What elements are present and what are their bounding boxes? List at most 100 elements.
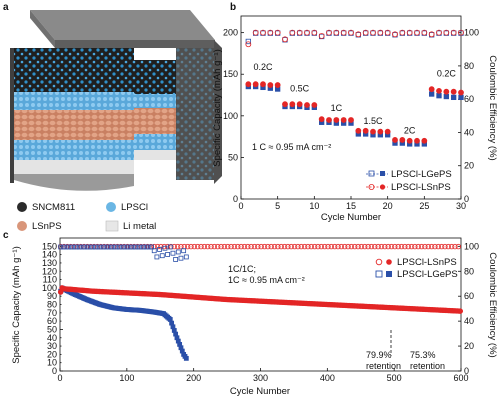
chart-b-cap-lsnps xyxy=(289,101,296,108)
chart-b-xtick-label: 5 xyxy=(275,201,280,211)
chart-b-yticks: 0 50 100 150 200 xyxy=(223,28,244,204)
chart-b-ce-lsnps xyxy=(348,29,354,36)
chart-b-cap-lsnps xyxy=(267,82,274,88)
chart-c-ce-lsnps xyxy=(432,243,438,250)
chart-b-cap-lsnps xyxy=(428,86,435,93)
legend-c-lgeps-open xyxy=(375,270,383,278)
chart-c-ce-lgeps xyxy=(98,244,104,250)
chart-b-rate-label: 0.2C xyxy=(437,69,457,79)
chart-c-ce-lsnps xyxy=(191,243,198,250)
chart-c-ce-lsnps xyxy=(402,243,408,250)
chart-c-ce-lsnps xyxy=(235,243,241,250)
chart-c-ce-lsnps xyxy=(225,243,231,250)
chart-b-xtick-label: 0 xyxy=(238,201,243,211)
chart-c-ytick-label: 150 xyxy=(42,241,57,251)
chart-c-ytick-label: 140 xyxy=(42,250,57,260)
legend-lsnps-marker xyxy=(17,221,27,231)
chart-c-y2tick-label: 60 xyxy=(464,291,474,301)
chart-c-ce-lgeps xyxy=(74,244,80,250)
chart-b-xlabel: Cycle Number xyxy=(321,212,381,223)
chart-c-ce-lgeps xyxy=(119,244,125,250)
legend-c-lsnps-open xyxy=(375,258,383,266)
chart-c-ce-lgeps xyxy=(170,250,176,256)
chart-b-xtick-label: 25 xyxy=(419,201,429,211)
chart-c-y2tick-label: 40 xyxy=(464,316,474,326)
chart-b-marks: 0.2C 0.5C 1C 1.5C 2C 0.2C xyxy=(245,29,464,147)
chart-c-legend: LPSCl-LSnPS LPSCl-LGePS xyxy=(375,257,458,280)
chart-c-ce-lgeps xyxy=(178,255,184,261)
chart-b-y2tick-label: 100 xyxy=(464,28,479,38)
chart-c-ce-lgeps xyxy=(68,244,74,250)
chart-c-ce-lsnps xyxy=(241,243,248,250)
chart-b-xtick-label: 15 xyxy=(346,201,356,211)
chart-b-ce-lsnps xyxy=(399,29,406,36)
chart-c-ytick-label: 130 xyxy=(42,258,57,268)
chart-c-ce-lsnps xyxy=(452,243,458,250)
chart-b-cap-lsnps xyxy=(370,128,376,135)
chart-b-ce-lsnps xyxy=(377,29,384,36)
chart-c-ce-lgeps xyxy=(159,253,165,259)
chart-b-ytick-label: 0 xyxy=(233,194,238,204)
chart-b-ylabel: Specific Capacity (mAh g⁻¹) xyxy=(212,49,223,166)
chart-c-ce-lsnps xyxy=(348,243,355,250)
chart-b-cap-lsnps xyxy=(421,137,428,144)
chart-c-ce-lsnps xyxy=(255,243,261,250)
panel-a-letter: a xyxy=(3,2,9,13)
chart-c-ce-lsnps xyxy=(261,243,268,250)
chart-c-ce-lgeps xyxy=(154,254,160,260)
chart-b-ytick-label: 100 xyxy=(223,111,238,121)
chart-c-xtick-label: 400 xyxy=(320,373,335,383)
chart-c-ce-lsnps xyxy=(218,243,224,250)
chart-b-ce-lsnps xyxy=(296,29,303,36)
chart-b-ce-lgeps xyxy=(245,38,251,45)
chart-c-note-1: 1C/1C; xyxy=(228,264,256,274)
chart-b-cap-lgeps xyxy=(443,93,449,100)
panel-b-letter: b xyxy=(230,2,236,13)
chart-c-xtick-label: 600 xyxy=(453,373,468,383)
chart-c-ce-lsnps xyxy=(208,243,214,250)
chart-c-ce-lgeps xyxy=(122,244,128,250)
chart-c-ce-lsnps xyxy=(422,243,428,250)
chart-c-ann-1-line1: 79.9% xyxy=(366,350,392,360)
chart-b-ce-lsnps xyxy=(245,41,252,48)
chart-c-ce-lsnps xyxy=(228,243,234,250)
chart-c-ce-lsnps xyxy=(355,243,361,250)
chart-c-ce-lgeps xyxy=(133,244,138,250)
chart-c-ce-lgeps xyxy=(87,244,93,250)
chart-c-xtick-label: 100 xyxy=(119,373,134,383)
legend-b-lsnps-filled xyxy=(379,184,386,190)
chart-b-ce-lsnps xyxy=(414,29,420,36)
chart-c-ytick-label: 50 xyxy=(47,324,57,334)
chart-c-ce-lsnps xyxy=(278,243,284,250)
chart-c-ce-lsnps xyxy=(412,243,418,250)
chart-b-cap-lgeps xyxy=(451,94,457,101)
chart-c-ce-lgeps xyxy=(66,244,72,250)
chart-c-ce-lsnps xyxy=(375,243,381,250)
chart-c-ytick-label: 120 xyxy=(42,266,57,276)
chart-c-ce-lsnps xyxy=(442,243,448,250)
chart-c-ce-lsnps xyxy=(435,243,441,250)
legend-c-lgeps-filled xyxy=(386,271,392,277)
chart-c-ylabel: Specific Capacity (mAh g⁻¹) xyxy=(11,246,22,363)
legend-c-lsnps-filled xyxy=(386,259,392,265)
chart-b-cap-lgeps xyxy=(436,93,442,99)
chart-c-ce-lsnps xyxy=(408,243,415,250)
chart-c-ce-lsnps xyxy=(368,243,375,250)
chart-c-ytick-label: 110 xyxy=(43,275,57,285)
chart-c-ce-lsnps xyxy=(392,243,398,250)
chart-b-cap-lsnps xyxy=(274,82,281,88)
chart-c-ce-lgeps xyxy=(143,244,149,250)
legend-ncm-label: SNCM811 xyxy=(32,202,75,213)
chart-c-ce-lgeps xyxy=(79,244,85,250)
chart-c-ce-lsnps xyxy=(251,243,258,250)
chart-c-ce-lgeps xyxy=(125,244,130,250)
chart-c-ce-lgeps xyxy=(175,249,181,255)
chart-b-cap-lsnps xyxy=(340,117,347,123)
chart-c-note-2: 1C ≈ 0.95 mA cm⁻² xyxy=(228,275,305,285)
chart-b-cap-lsnps xyxy=(333,117,340,123)
chart-c-ce-lsnps xyxy=(275,243,281,250)
chart-c-ce-lsnps xyxy=(265,243,271,250)
chart-c-ce-lgeps xyxy=(181,248,187,254)
legend-li-label: Li metal xyxy=(123,221,156,232)
